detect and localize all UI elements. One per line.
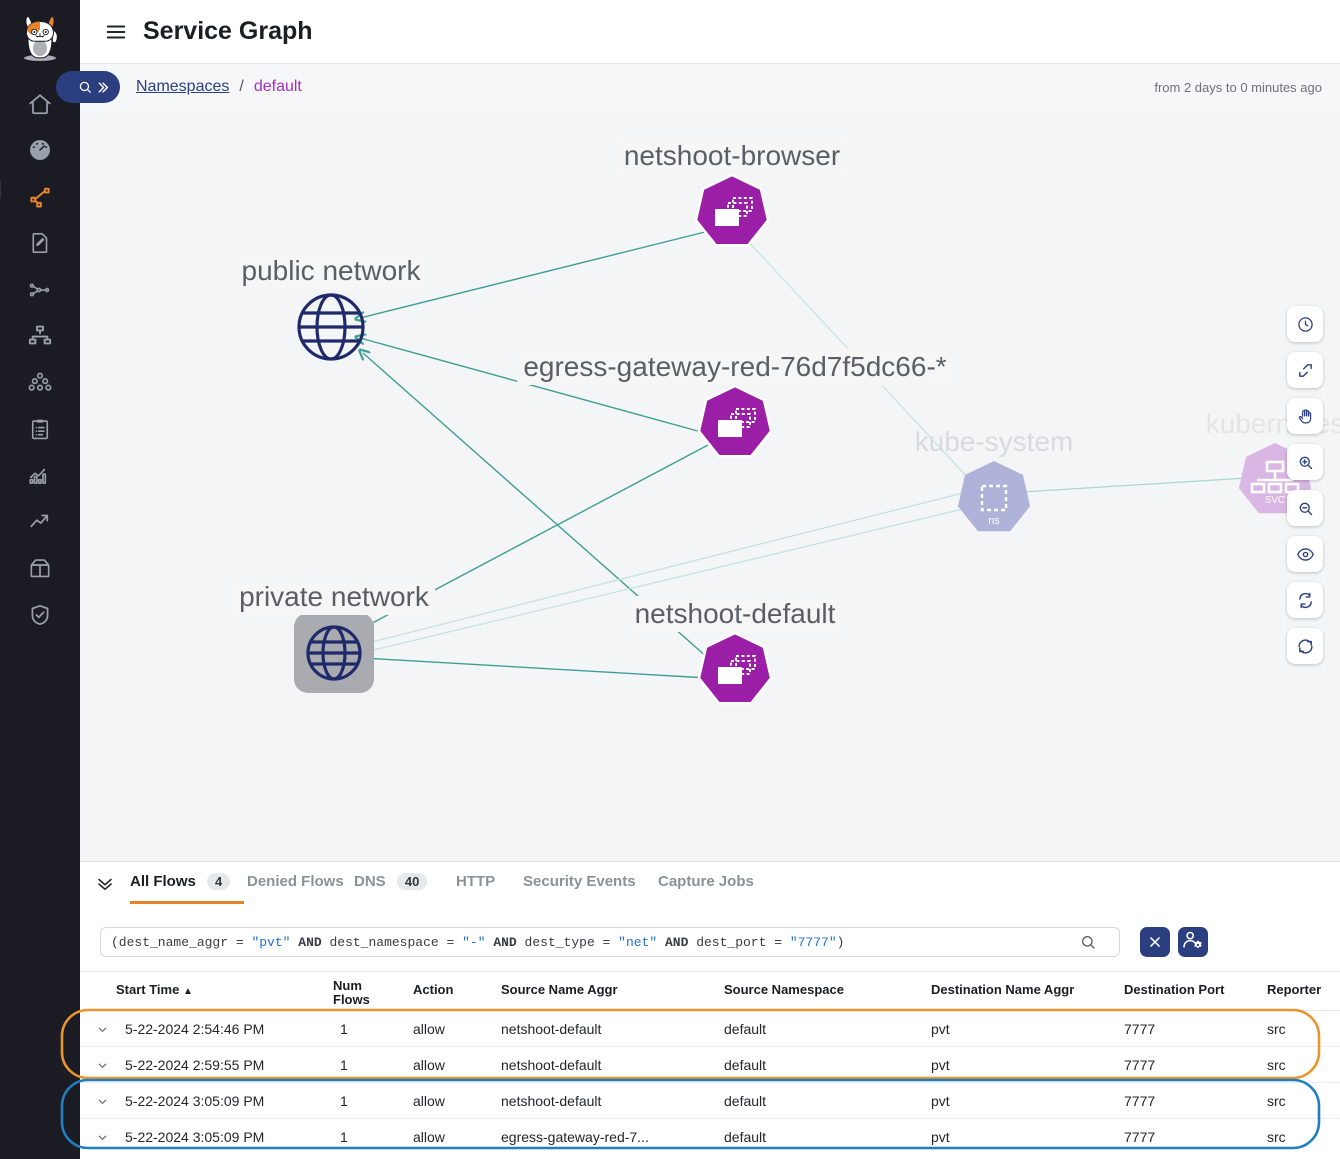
svg-text:ns: ns (988, 515, 1000, 527)
svg-text:SVC: SVC (1265, 495, 1286, 506)
